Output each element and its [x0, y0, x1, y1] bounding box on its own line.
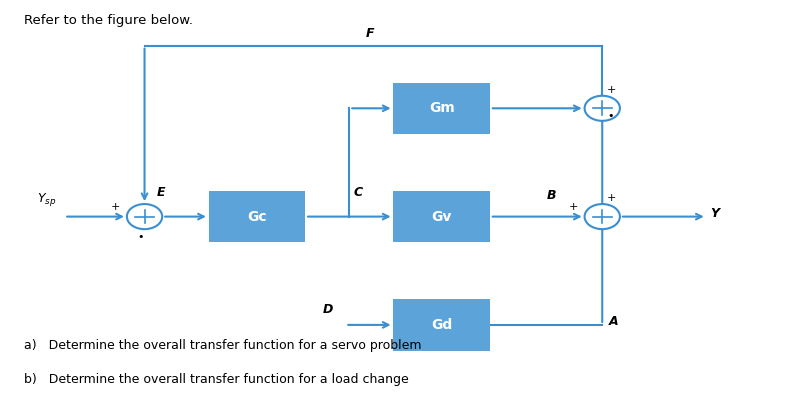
- Text: E: E: [156, 186, 165, 200]
- Text: +: +: [606, 193, 616, 203]
- Text: •: •: [606, 111, 613, 121]
- Text: C: C: [353, 186, 362, 200]
- FancyBboxPatch shape: [393, 83, 489, 134]
- Text: a)   Determine the overall transfer function for a servo problem: a) Determine the overall transfer functi…: [24, 339, 421, 352]
- Text: Gc: Gc: [247, 209, 266, 223]
- FancyBboxPatch shape: [393, 191, 489, 242]
- Circle shape: [584, 96, 619, 121]
- Text: $Y_{sp}$: $Y_{sp}$: [37, 191, 56, 208]
- Text: Refer to the figure below.: Refer to the figure below.: [24, 14, 192, 27]
- Text: Gv: Gv: [431, 209, 452, 223]
- Text: B: B: [546, 190, 556, 202]
- Text: Gm: Gm: [428, 101, 454, 115]
- Circle shape: [127, 204, 162, 229]
- Text: b)   Determine the overall transfer function for a load change: b) Determine the overall transfer functi…: [24, 373, 408, 386]
- Text: +: +: [111, 202, 120, 212]
- Text: +: +: [606, 85, 616, 95]
- FancyBboxPatch shape: [393, 299, 489, 351]
- Circle shape: [584, 204, 619, 229]
- Text: Gd: Gd: [431, 318, 452, 332]
- Text: D: D: [322, 303, 333, 316]
- Text: F: F: [365, 27, 374, 40]
- Text: Y: Y: [710, 207, 719, 220]
- Text: A: A: [608, 315, 618, 328]
- Text: +: +: [568, 202, 577, 212]
- FancyBboxPatch shape: [209, 191, 305, 242]
- Text: •: •: [137, 232, 144, 242]
